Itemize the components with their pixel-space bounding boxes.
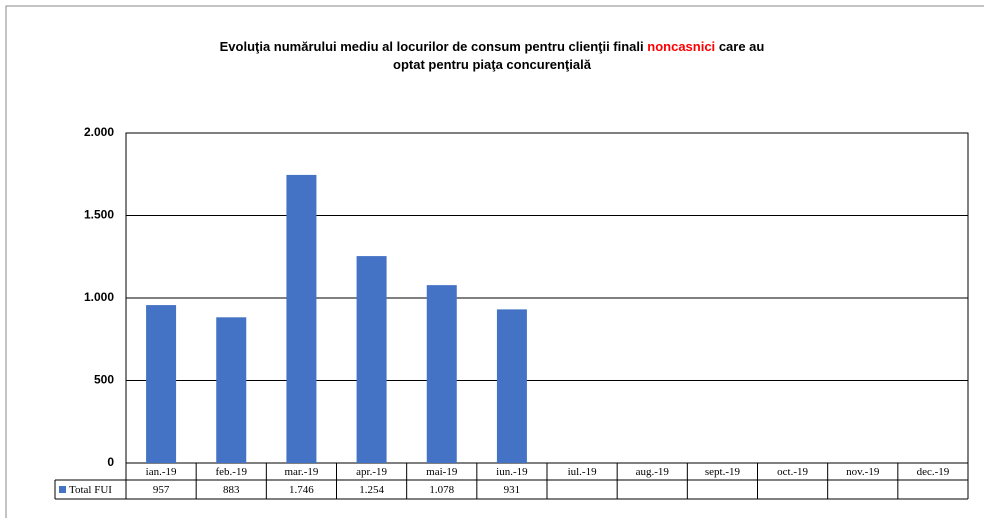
legend-label: Total FUI — [69, 484, 112, 496]
x-tick-label: dec.-19 — [917, 466, 950, 478]
title-highlight: noncasnici — [647, 39, 716, 54]
y-tick-label: 0 — [107, 455, 114, 469]
x-tick-label: sept.-19 — [705, 466, 741, 478]
bar — [146, 305, 177, 463]
x-tick-label: oct.-19 — [777, 466, 808, 478]
x-tick-label: mai-19 — [426, 466, 458, 478]
bar — [426, 285, 457, 463]
title-part: optat pentru piaţa concurenţială — [393, 57, 591, 72]
data-label: 931 — [504, 484, 521, 496]
x-tick-label: ian.-19 — [146, 466, 177, 478]
x-tick-label: iun.-19 — [496, 466, 528, 478]
y-tick-label: 500 — [94, 373, 114, 387]
bar — [216, 317, 247, 463]
data-label: 883 — [223, 484, 240, 496]
x-tick-label: apr.-19 — [356, 466, 387, 478]
data-label: 957 — [153, 484, 170, 496]
x-tick-label: feb.-19 — [216, 466, 248, 478]
x-tick-label: iul.-19 — [568, 466, 598, 478]
title-part: Evoluţia numărului mediu al locurilor de… — [219, 39, 644, 54]
frame — [5, 5, 984, 518]
bar — [356, 256, 387, 463]
data-label: 1.254 — [359, 484, 384, 496]
y-tick-label: 1.500 — [84, 208, 114, 222]
data-label: 1.746 — [289, 484, 314, 496]
chart-title: Evoluţia numărului mediu al locurilor de… — [92, 38, 892, 74]
y-tick-label: 1.000 — [84, 290, 114, 304]
x-tick-label: mar.-19 — [284, 466, 318, 478]
data-label: 1.078 — [429, 484, 454, 496]
legend-key — [59, 486, 66, 493]
title-part: care au — [718, 39, 765, 54]
x-tick-label: aug.-19 — [636, 466, 670, 478]
x-tick-label: nov.-19 — [846, 466, 880, 478]
bar — [496, 309, 527, 463]
y-tick-label: 2.000 — [84, 125, 114, 139]
bar — [286, 174, 317, 463]
